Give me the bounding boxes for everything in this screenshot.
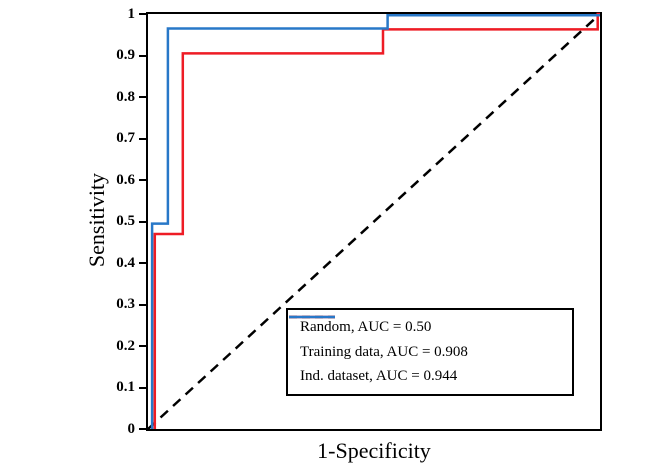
- y-tick-mark: [139, 262, 146, 264]
- y-tick-label: 0.1: [116, 379, 135, 395]
- y-tick-label: 1: [127, 5, 136, 22]
- legend-item: Training data, AUC = 0.908: [289, 315, 566, 361]
- y-tick-mark: [139, 13, 146, 15]
- y-tick-mark: [139, 54, 146, 57]
- y-tick-mark: [139, 428, 146, 430]
- y-tick-label: 0.7: [116, 130, 135, 146]
- x-axis-label: 1-Specificity: [317, 438, 431, 463]
- roc-curve-line: [150, 13, 600, 429]
- legend-item: Ind. dataset, AUC = 0.944: [289, 315, 566, 385]
- legend: Random, AUC = 0.50 Training data, AUC = 0…: [286, 308, 574, 396]
- legend-label: Ind. dataset, AUC = 0.944: [300, 367, 458, 384]
- y-tick-label: 0.8: [116, 88, 135, 105]
- legend-label: Random, AUC = 0.50: [300, 319, 432, 336]
- plot-area: Random, AUC = 0.50 Training data, AUC = 0…: [146, 12, 602, 431]
- roc-curve-line: [153, 12, 600, 429]
- legend-item: Random, AUC = 0.50: [289, 315, 566, 336]
- y-tick-label: 0.2: [116, 337, 135, 354]
- legend-label: Training data, AUC = 0.908: [300, 343, 468, 360]
- y-tick-mark: [139, 137, 146, 140]
- y-tick-label: 0.6: [116, 171, 135, 188]
- roc-curves: [147, 12, 601, 430]
- y-tick-mark: [139, 220, 146, 223]
- y-tick-mark: [139, 386, 146, 389]
- y-tick-label: 0: [127, 420, 136, 437]
- y-tick-label: 0.5: [116, 213, 135, 229]
- legend-line-swatch: [289, 315, 335, 319]
- y-tick-label: 0.9: [116, 47, 135, 63]
- y-tick-mark: [139, 96, 146, 98]
- y-tick-mark: [139, 179, 146, 181]
- y-tick-mark: [139, 303, 146, 306]
- y-tick-mark: [139, 345, 146, 347]
- y-tick-label: 0.3: [116, 296, 135, 312]
- y-tick-label: 0.4: [116, 254, 135, 271]
- roc-curve-line: [147, 13, 601, 430]
